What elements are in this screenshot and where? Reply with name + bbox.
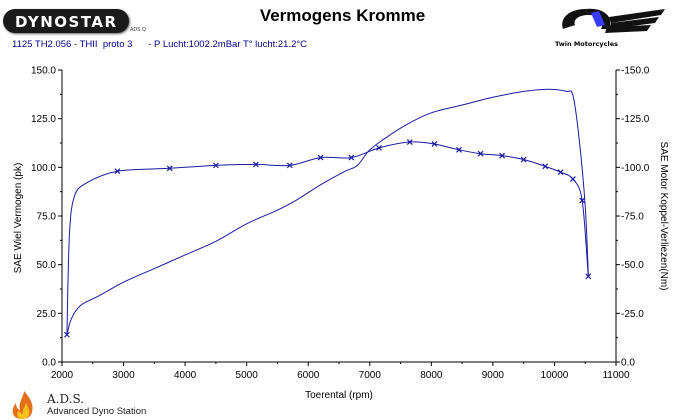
y2-tick-label: -50.0 — [621, 260, 644, 271]
y2-tick-label: -125.0 — [621, 114, 650, 125]
torque-point-marker — [252, 161, 259, 168]
torque-point-marker — [456, 146, 462, 153]
torque-point-marker — [585, 273, 592, 280]
ads-brand-subtitle: Advanced Dyno Station — [47, 406, 147, 417]
x-tick-label: 3000 — [112, 370, 135, 381]
x-tick-label: 8000 — [420, 370, 443, 381]
dynostar-logo-text: DYNOSTAR — [15, 13, 118, 31]
torque-point-marker — [317, 154, 324, 161]
torque-point-marker — [557, 169, 564, 176]
torque-point-marker — [348, 154, 355, 161]
y2-tick-label: -25.0 — [621, 309, 644, 320]
torque-point-marker — [542, 163, 549, 170]
torque-line — [66, 141, 589, 335]
x-tick-label: 10000 — [541, 370, 569, 381]
torque-point-marker — [431, 141, 438, 147]
dynostar-logo-subtext: ADS Q — [130, 27, 146, 33]
y-tick-label: 75.0 — [37, 212, 57, 223]
power-line — [66, 88, 589, 335]
y2-tick-label: -150.0 — [621, 66, 650, 77]
torque-point-marker — [520, 156, 527, 163]
torque-point-marker — [579, 197, 586, 204]
torque-point-marker — [212, 162, 219, 169]
x-tick-label: 7000 — [359, 370, 382, 381]
torque-point-marker — [286, 162, 293, 169]
x-tick-label: 9000 — [482, 370, 505, 381]
run-info-subtitle: 1125 TH2.056 - THII proto 3 - P Lucht:10… — [12, 39, 308, 50]
ads-brand-name: A.D.S. — [47, 392, 85, 406]
torque-point-marker — [477, 150, 484, 157]
y-tick-label: 125.0 — [31, 114, 56, 125]
axis-ticks: 2000 3000 4000 5000 6000 7000 8000 9000 10000 110… — [31, 66, 650, 382]
torque-point-marker — [166, 165, 173, 172]
x-tick-label: 6000 — [297, 370, 320, 381]
torque-point-marker — [114, 168, 121, 175]
x-axis-title: Toerental (rpm) — [305, 390, 373, 401]
y2-tick-label: 0.0 — [621, 358, 635, 369]
x-tick-label: 5000 — [236, 370, 259, 381]
torque-point-marker — [376, 144, 382, 151]
torque-point-marker — [569, 176, 576, 182]
x-tick-label: 2000 — [51, 370, 74, 381]
dynostar-logo: DYNOSTAR — [3, 9, 129, 33]
wing-icon — [562, 8, 665, 33]
left-y-axis-title: SAE Wiel Vermogen (pk) — [13, 163, 24, 274]
chart-title: Vermogens Kromme — [259, 6, 426, 25]
twin-motorcycles-logo-text: Twin Motorcycles — [555, 40, 619, 48]
plot-frame — [61, 70, 617, 363]
chart-series — [64, 88, 592, 338]
y-tick-label: 0.0 — [42, 358, 56, 369]
y2-tick-label: -75.0 — [621, 212, 644, 223]
right-y-axis-title: SAE Motor Koppel-Verliezen(Nm) — [658, 142, 669, 291]
torque-point-marker — [64, 331, 70, 338]
x-tick-label: 4000 — [174, 370, 197, 381]
y-tick-label: 50.0 — [37, 260, 57, 271]
y-tick-label: 100.0 — [31, 163, 56, 174]
y2-tick-label: -100.0 — [621, 163, 650, 174]
twin-motorcycles-logo — [562, 8, 665, 33]
ads-flame-logo-icon — [12, 391, 33, 419]
y-tick-label: 150.0 — [31, 66, 56, 77]
y-tick-label: 25.0 — [37, 309, 57, 320]
torque-point-marker — [499, 152, 506, 159]
x-tick-label: 11000 — [602, 370, 630, 381]
torque-point-marker — [406, 139, 413, 145]
